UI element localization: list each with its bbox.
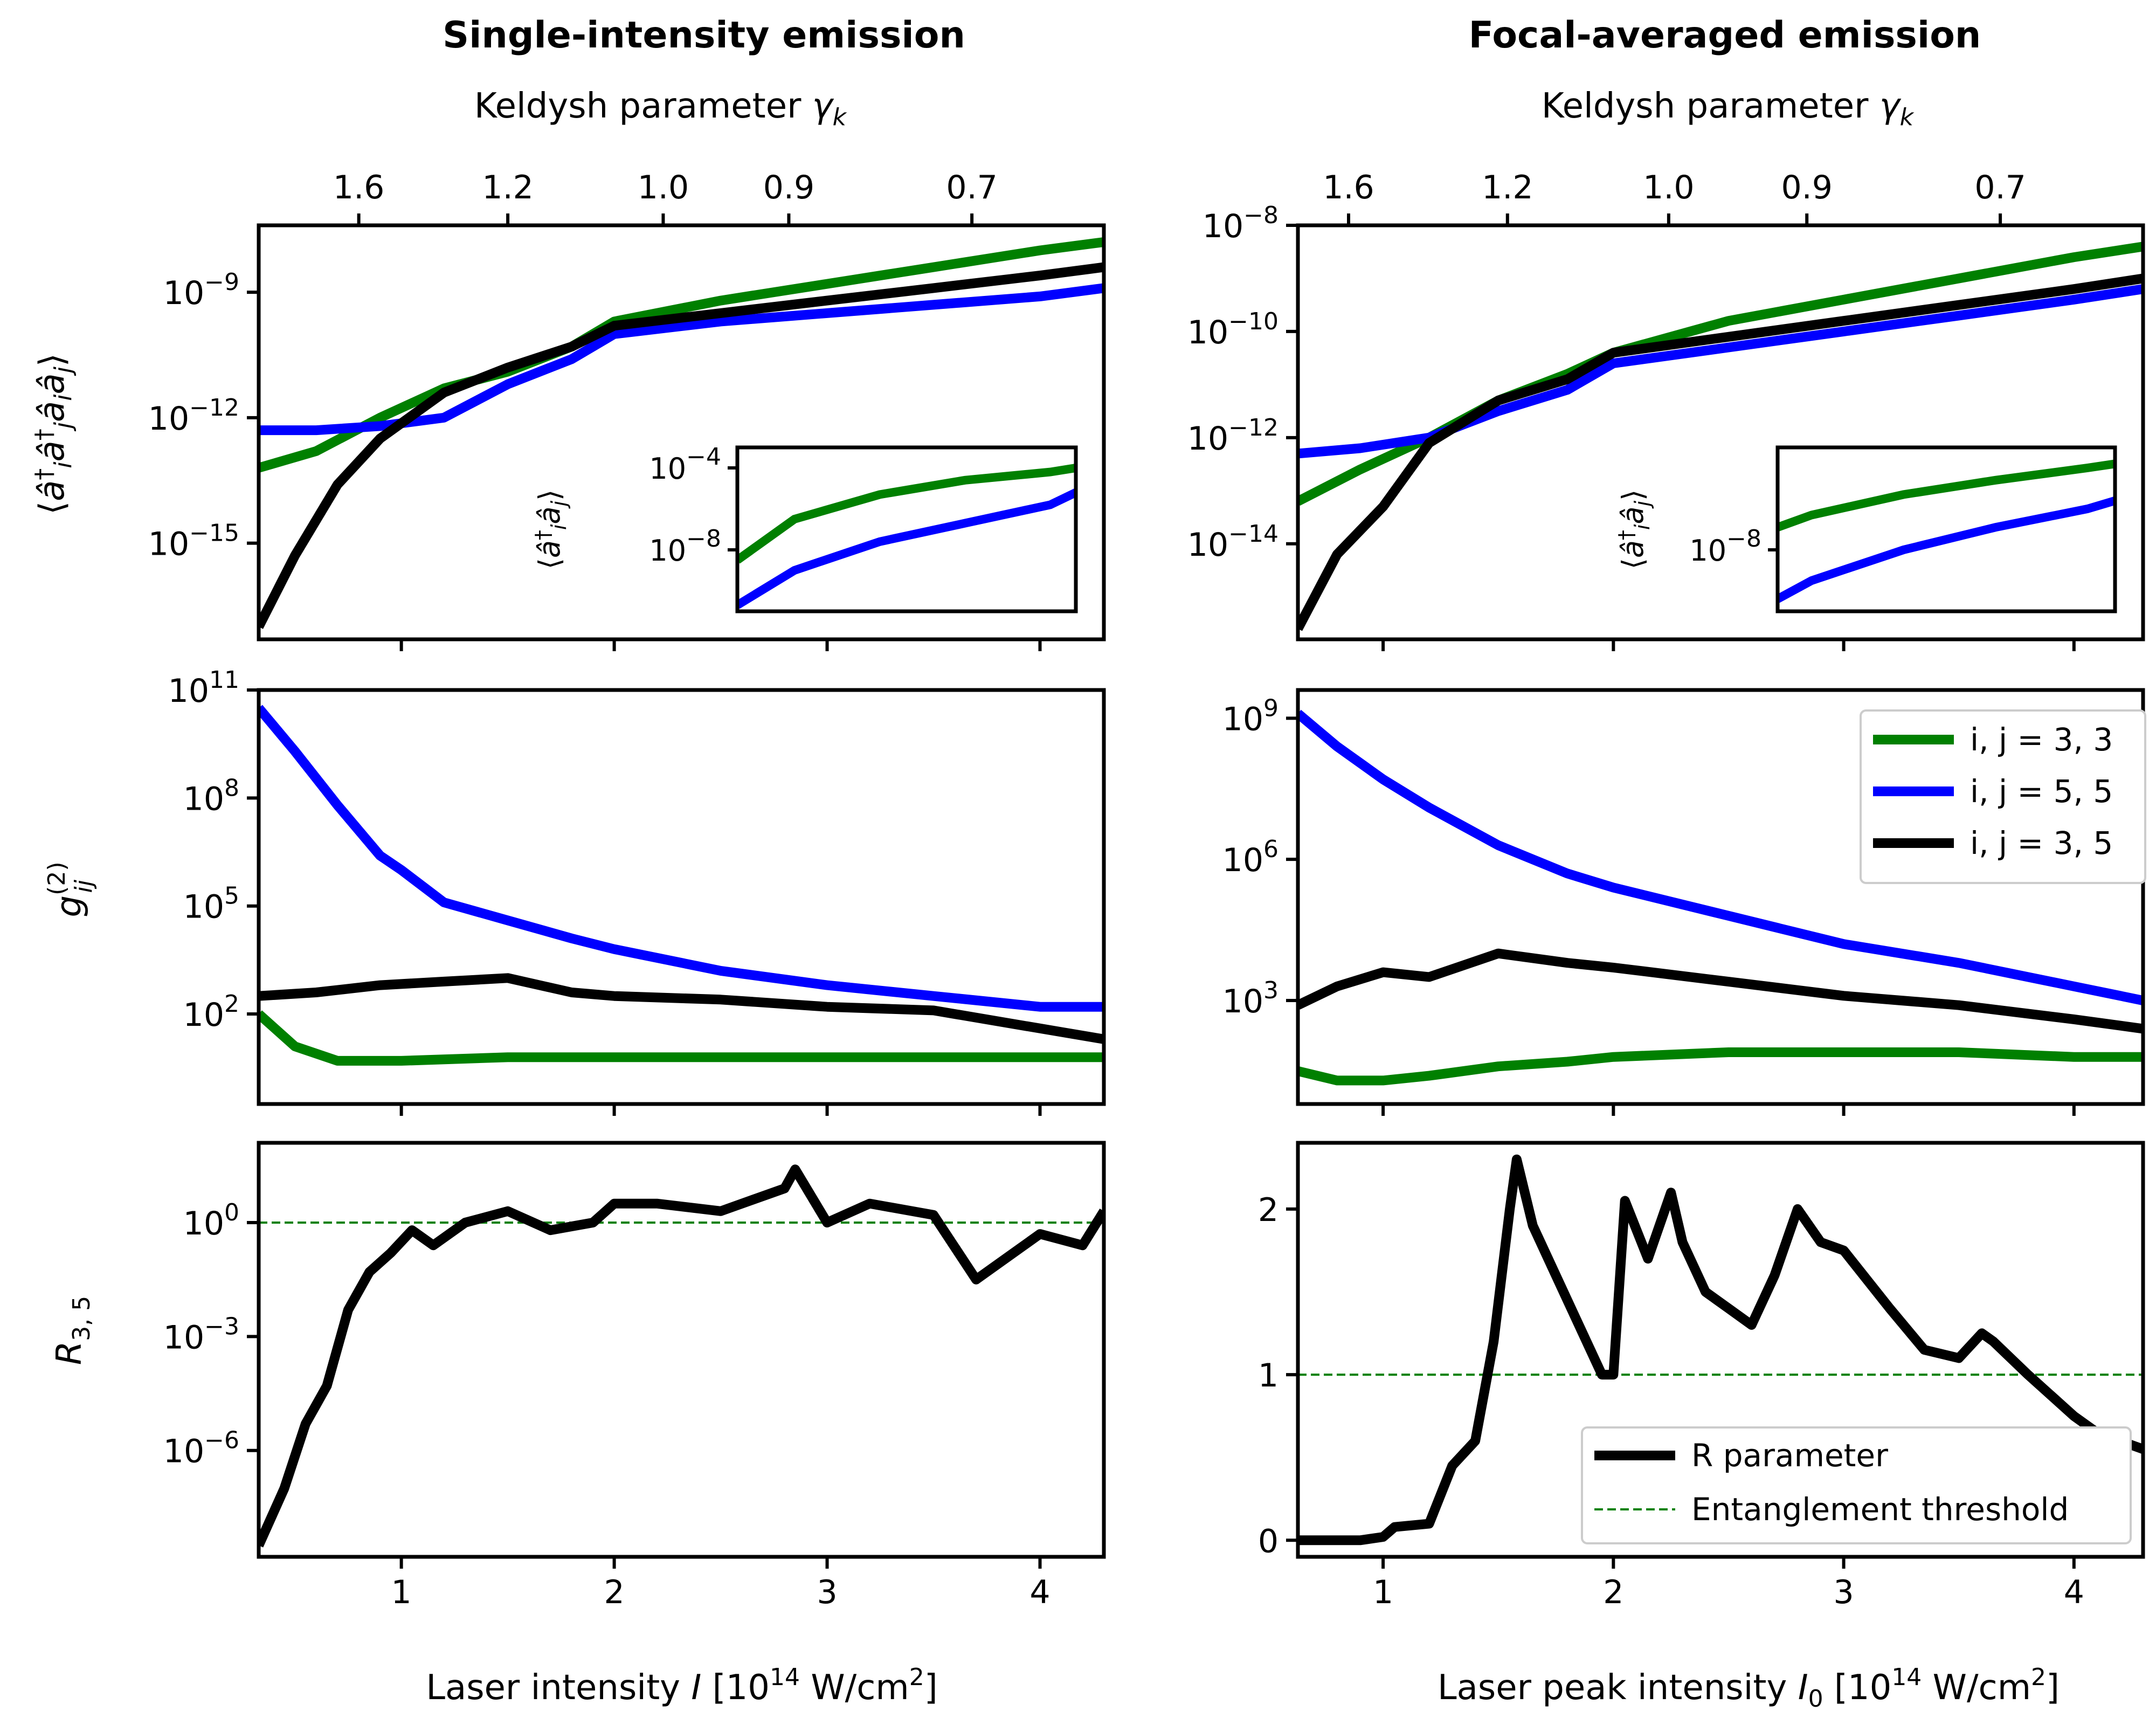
x-tick-label: 3 [817, 1574, 837, 1611]
legend-label-35: i, j = 3, 5 [1970, 825, 2113, 861]
y-tick-label: 100 [183, 1199, 239, 1243]
inset-series-line-1 [1778, 496, 2115, 603]
x-tick-label: 2 [604, 1574, 624, 1611]
series-line-left_top-1 [259, 283, 1104, 436]
legend-label-threshold: Entanglement threshold [1691, 1491, 2069, 1528]
panel-frame [1296, 688, 2145, 1106]
inset-y-tick-label: 10−4 [649, 443, 721, 486]
left-keldysh-ticks: 1.6 1.2 1.0 0.9 0.7 [333, 169, 998, 225]
series-line-right_mid-1 [1298, 948, 2143, 1034]
left-keldysh-label: Keldysh parameter γk [474, 86, 847, 131]
x-tick-label: 2 [1603, 1574, 1623, 1611]
series-line-right_mid-0 [1298, 709, 2143, 1005]
series-line-left_top-2 [259, 262, 1104, 629]
keldysh-tick-label: 1.2 [1482, 169, 1533, 206]
y-tick-label: 108 [183, 774, 239, 818]
left-xlabel: Laser intensity I [1014 W/cm2] [426, 1664, 937, 1708]
keldysh-tick-label: 1.0 [638, 169, 689, 206]
panel-frame [257, 688, 1106, 1106]
y-tick-label: 1 [1258, 1357, 1279, 1395]
panel-frame [257, 1141, 1106, 1559]
ylabel-row1: ⟨â†iâ†jâiâj⟩ [30, 353, 77, 515]
inset-frame [735, 445, 1078, 613]
right-column-title: Focal-averaged emission [1469, 14, 1981, 57]
keldysh-tick-label: 0.7 [1974, 169, 2026, 206]
right-keldysh-label: Keldysh parameter γk [1542, 86, 1915, 131]
ylabel-row2: g(2)ij [43, 862, 98, 917]
inset-series-line-1 [737, 488, 1076, 609]
keldysh-tick-label: 1.6 [1323, 169, 1374, 206]
y-tick-label: 10−8 [1203, 202, 1279, 245]
inset-series-line-0 [1778, 459, 2115, 532]
y-tick-label: 2 [1258, 1191, 1279, 1229]
series-line-right_top-2 [1298, 273, 2143, 631]
x-tick-label: 1 [391, 1574, 412, 1611]
inset-y-tick-label: 10−8 [649, 525, 721, 568]
inset-ylabel: ⟨â†iâj⟩ [531, 489, 571, 569]
legend-label-r: R parameter [1691, 1437, 1888, 1474]
panel-frame [1296, 223, 2145, 641]
keldysh-tick-label: 0.7 [946, 169, 997, 206]
y-tick-label: 10−14 [1187, 520, 1279, 564]
panel-right-top: 10−8 10−10 10−12 10−14 10−8 ⟨â†iâj⟩ [1187, 202, 2145, 651]
right-keldysh-ticks: 1.6 1.2 1.0 0.9 0.7 [1323, 169, 2026, 225]
x-tick-label: 3 [1833, 1574, 1854, 1611]
inset-ylabel: ⟨â†iâj⟩ [1614, 489, 1654, 569]
panel-left-top: 10−9 10−12 10−15 10−4 10−8 ⟨â†iâj⟩ [148, 223, 1106, 651]
y-tick-label: 10−6 [163, 1427, 239, 1471]
keldysh-tick-label: 1.2 [482, 169, 533, 206]
panel-right-bottom: 1 2 3 4 2 1 0 [1258, 1141, 2145, 1611]
series-line-right_mid-2 [1298, 1047, 2143, 1086]
y-tick-label: 106 [1222, 836, 1279, 879]
y-tick-label: 10−10 [1187, 308, 1279, 351]
y-tick-label: 10−3 [163, 1313, 239, 1356]
panel-left-bottom: 1 2 3 4 100 10−3 10−6 [163, 1141, 1106, 1611]
keldysh-tick-label: 0.9 [763, 169, 814, 206]
panel-frame [1296, 1141, 2145, 1559]
ylabel-row3: R3, 5 [50, 1296, 95, 1365]
y-tick-label: 109 [1222, 694, 1279, 738]
panel-left-mid: 1011 108 105 102 [168, 666, 1106, 1116]
y-tick-label: 10−9 [163, 268, 239, 312]
series-line-right_top-1 [1298, 284, 2143, 459]
y-tick-label: 10−15 [148, 520, 239, 563]
series-line-left_bottom-0 [259, 1164, 1104, 1548]
y-tick-label: 102 [183, 990, 239, 1034]
series-line-left_mid-0 [259, 705, 1104, 1012]
series-line-left_mid-1 [259, 973, 1104, 1044]
y-tick-label: 103 [1222, 977, 1279, 1020]
keldysh-tick-label: 1.6 [333, 169, 384, 206]
panel-frame [257, 223, 1106, 641]
inset-y-tick-label: 10−8 [1689, 525, 1761, 568]
legend-label-55: i, j = 5, 5 [1970, 773, 2113, 810]
y-tick-label: 105 [183, 882, 239, 926]
x-tick-label: 4 [2064, 1574, 2084, 1611]
x-tick-label: 1 [1373, 1574, 1393, 1611]
y-tick-label: 10−12 [148, 394, 239, 438]
y-tick-label: 10−12 [1187, 414, 1279, 458]
inset-frame [1775, 445, 2117, 613]
x-tick-label: 4 [1029, 1574, 1050, 1611]
series-line-left_mid-2 [259, 1010, 1104, 1066]
y-tick-label: 0 [1258, 1522, 1279, 1560]
series-line-right_bottom-0 [1298, 1154, 2143, 1545]
left-column-title: Single-intensity emission [443, 14, 965, 57]
right-xlabel: Laser peak intensity I0 [1014 W/cm2] [1438, 1664, 2060, 1713]
keldysh-tick-label: 0.9 [1781, 169, 1833, 206]
r-legend: R parameter Entanglement threshold [1581, 1426, 2132, 1544]
inset-series-line-0 [737, 464, 1076, 564]
series-legend: i, j = 3, 3 i, j = 5, 5 i, j = 3, 5 [1860, 709, 2146, 884]
y-tick-label: 1011 [168, 666, 239, 710]
legend-label-33: i, j = 3, 3 [1970, 721, 2113, 758]
keldysh-tick-label: 1.0 [1643, 169, 1694, 206]
